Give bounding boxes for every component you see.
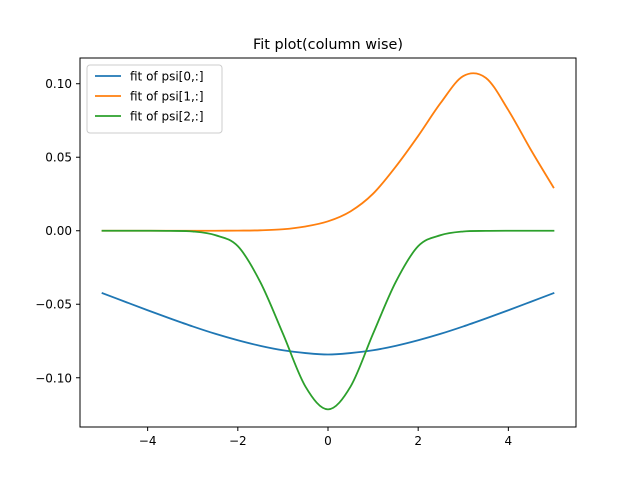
x-axis: −4 −2 0 2 4 <box>139 427 512 448</box>
legend-label-2: fit of psi[2,:] <box>130 110 204 124</box>
plot-area-frame <box>79 57 577 428</box>
y-tick-label: 0.10 <box>45 77 72 91</box>
x-tick-label: 2 <box>414 434 422 448</box>
legend-label-1: fit of psi[1,:] <box>130 90 204 104</box>
series-line-2 <box>101 229 555 411</box>
y-tick-label: −0.10 <box>35 371 72 385</box>
y-axis: −0.10 −0.05 0.00 0.05 0.10 <box>35 77 80 385</box>
legend-label-0: fit of psi[0,:] <box>130 70 204 84</box>
y-tick-label: −0.05 <box>35 298 72 312</box>
x-tick-label: 0 <box>324 434 332 448</box>
series-layer <box>101 72 555 411</box>
legend: fit of psi[0,:] fit of psi[1,:] fit of psi… <box>86 64 223 134</box>
y-tick-label: 0.05 <box>45 151 72 165</box>
x-tick-label: 4 <box>505 434 513 448</box>
series-line-0 <box>101 292 555 356</box>
x-tick-label: −2 <box>229 434 247 448</box>
x-tick-label: −4 <box>139 434 157 448</box>
y-tick-label: 0.00 <box>45 224 72 238</box>
chart-title: Fit plot(column wise) <box>253 37 403 53</box>
